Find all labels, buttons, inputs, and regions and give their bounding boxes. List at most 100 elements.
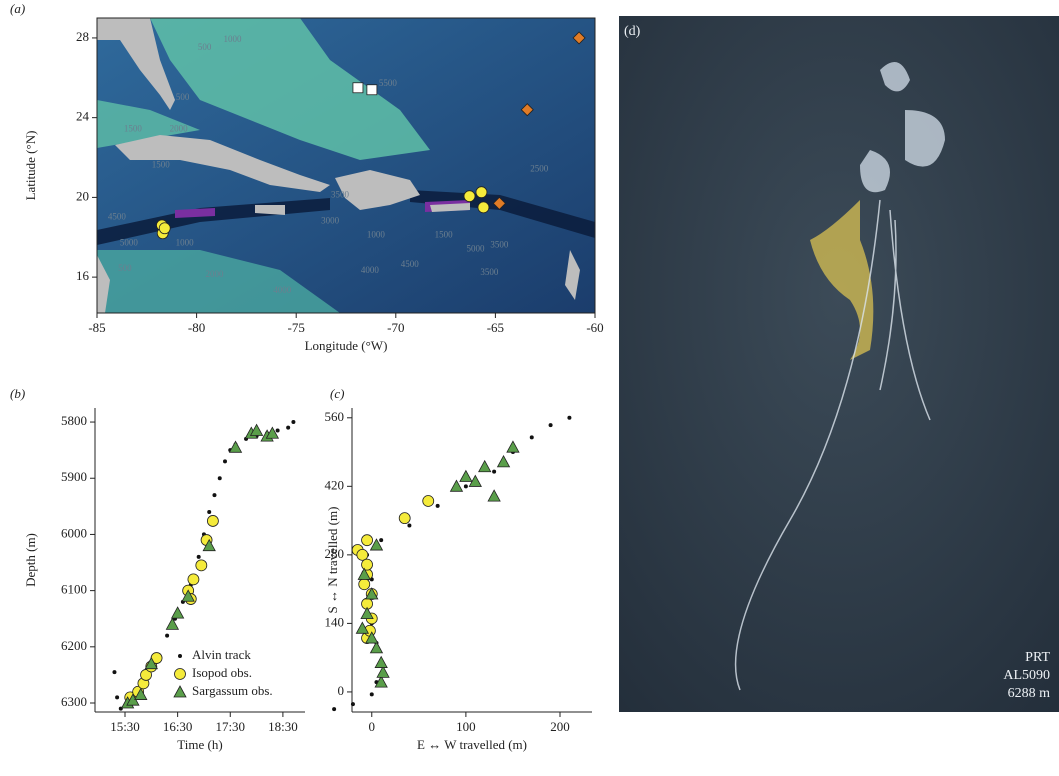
point — [362, 559, 373, 570]
track-point — [115, 695, 119, 699]
y-tick-label: 28 — [76, 29, 89, 44]
point — [507, 441, 519, 452]
legend-swatch — [174, 686, 186, 697]
contour-label: 500 — [198, 42, 212, 52]
point — [166, 618, 178, 629]
point — [353, 83, 363, 93]
point — [377, 666, 389, 677]
figure: (d) PRT AL5090 6288 m -85-80-75-70-65-60… — [0, 0, 1059, 776]
y-axis-label: Latitude (°N) — [23, 131, 38, 201]
track-point — [197, 555, 201, 559]
point — [464, 191, 475, 202]
point — [375, 657, 387, 668]
track-point — [351, 702, 355, 706]
contour-label: 5000 — [466, 243, 485, 253]
track-point — [112, 670, 116, 674]
point — [359, 579, 370, 590]
point — [399, 513, 410, 524]
panel-label: (c) — [330, 386, 344, 401]
point — [196, 560, 207, 571]
legend-swatch — [178, 654, 182, 658]
x-tick-label: -60 — [586, 320, 603, 335]
map-background — [97, 18, 595, 313]
legend-label: Alvin track — [192, 647, 251, 662]
track-point — [276, 428, 280, 432]
point — [357, 549, 368, 560]
contour-label: 1500 — [435, 229, 454, 239]
y-tick-label: 16 — [76, 268, 90, 283]
track-point — [370, 692, 374, 696]
point — [188, 574, 199, 585]
track-point — [567, 416, 571, 420]
point — [450, 480, 462, 491]
point — [476, 187, 487, 198]
panel-label: (d) — [624, 24, 641, 39]
x-axis-label: E ↔ W travelled (m) — [417, 737, 527, 752]
y-tick-label: 6000 — [61, 525, 87, 540]
x-tick-label: -85 — [88, 320, 105, 335]
contour-label: 1500 — [152, 160, 171, 170]
x-tick-label: 18:30 — [268, 719, 298, 734]
contour-label: 3500 — [331, 189, 350, 199]
point — [423, 496, 434, 507]
track-point — [549, 423, 553, 427]
point — [230, 441, 242, 452]
x-tick-label: 200 — [550, 719, 570, 734]
contour-label: 500 — [176, 92, 190, 102]
y-tick-label: 5800 — [61, 413, 87, 428]
track-point — [379, 538, 383, 542]
track-point — [436, 504, 440, 508]
photo-panel: (d) PRT AL5090 6288 m — [619, 16, 1059, 712]
track-point — [492, 470, 496, 474]
legend-label: Isopod obs. — [192, 665, 252, 680]
track-point — [464, 484, 468, 488]
legend-swatch — [175, 669, 186, 680]
point — [479, 461, 491, 472]
contour-label: 2000 — [170, 124, 189, 134]
track-point — [165, 634, 169, 638]
y-tick-label: 420 — [325, 477, 345, 492]
track-point — [218, 476, 222, 480]
contour-label: 4000 — [273, 285, 292, 295]
legend-label: Sargassum obs. — [192, 683, 273, 698]
track-point — [332, 707, 336, 711]
y-tick-label: 6200 — [61, 638, 87, 653]
contour-label: 5500 — [379, 78, 398, 88]
panel: 01002000140280420560(c)E ↔ W travelled (… — [325, 386, 593, 752]
contour-label: 5000 — [120, 237, 139, 247]
point — [159, 223, 170, 234]
x-tick-label: 17:30 — [215, 719, 245, 734]
contour-label: 4500 — [108, 211, 127, 221]
point — [488, 490, 500, 501]
x-tick-label: -65 — [487, 320, 504, 335]
contour-label: 500 — [118, 263, 132, 273]
point — [362, 535, 373, 546]
track-point — [530, 435, 534, 439]
contour-label: 1000 — [176, 237, 195, 247]
track-point — [207, 510, 211, 514]
point — [460, 471, 472, 482]
track-point — [407, 523, 411, 527]
panel-label: (a) — [10, 1, 25, 16]
caption-line: AL5090 — [1003, 668, 1050, 683]
point — [172, 607, 184, 618]
contour-label: 2500 — [530, 164, 549, 174]
contour-label: 4500 — [401, 259, 420, 269]
x-tick-label: 15:30 — [110, 719, 140, 734]
y-tick-label: 20 — [76, 188, 89, 203]
y-axis-label: S ↔ N travelled (m) — [325, 507, 340, 614]
y-tick-label: 0 — [338, 683, 345, 698]
x-tick-label: 16:30 — [163, 719, 193, 734]
caption-line: 6288 m — [1008, 686, 1051, 701]
point — [478, 202, 489, 213]
x-tick-label: -80 — [188, 320, 205, 335]
contour-label: 1500 — [124, 124, 143, 134]
y-tick-label: 5900 — [61, 469, 87, 484]
contour-label: 3500 — [490, 239, 509, 249]
y-axis-label: Depth (m) — [23, 533, 38, 587]
point — [498, 456, 510, 467]
contour-label: 2000 — [206, 269, 225, 279]
track-point — [223, 459, 227, 463]
point — [367, 85, 377, 95]
x-tick-label: -75 — [288, 320, 305, 335]
